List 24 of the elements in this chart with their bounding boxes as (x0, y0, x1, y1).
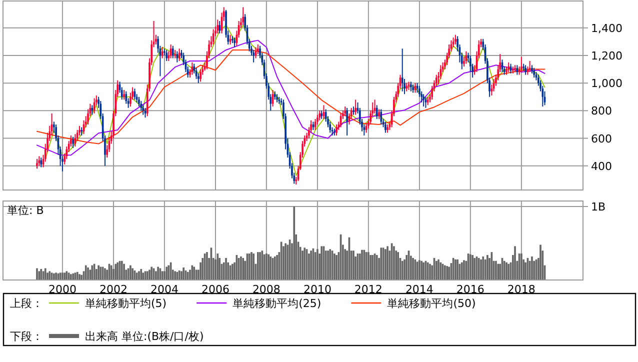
legend-title: 上段： (10, 297, 43, 310)
ref-line-label: 1B (591, 200, 606, 214)
legend-label: 単純移動平均(25) (232, 297, 322, 310)
x-tick-label: 2008 (252, 283, 280, 296)
x-tick-label: 2006 (201, 283, 230, 296)
y-tick-label: 1,200 (591, 49, 622, 62)
x-tick-label: 2002 (100, 283, 128, 296)
x-tick-label: 2012 (354, 283, 382, 296)
x-tick-label: 2000 (48, 283, 76, 296)
y-tick-label: 400 (591, 160, 612, 173)
x-tick-label: 2018 (507, 283, 536, 296)
legend-title: 下段： (10, 330, 43, 343)
y-tick-label: 600 (591, 132, 612, 146)
x-tick-label: 2016 (456, 283, 484, 296)
legend-label: 出来高 単位:(B株/口/枚) (85, 330, 204, 343)
x-tick-label: 2014 (405, 283, 434, 296)
y-tick-label: 800 (591, 104, 612, 118)
annotation: 単位: B (7, 204, 44, 217)
legend-label: 単純移動平均(50) (387, 297, 476, 310)
legend-label: 単純移動平均(5) (85, 297, 167, 310)
x-tick-label: 2004 (150, 283, 178, 296)
y-tick-label: 1,000 (591, 77, 622, 90)
y-tick-label: 1,400 (591, 22, 622, 35)
x-tick-label: 2010 (303, 283, 332, 296)
